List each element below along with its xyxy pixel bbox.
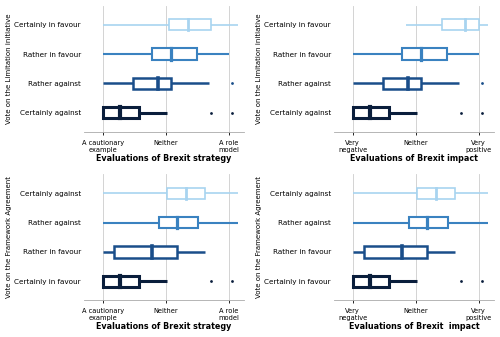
Bar	[383, 78, 420, 89]
Bar	[352, 276, 389, 287]
X-axis label: Evaluations of Brexit strategy: Evaluations of Brexit strategy	[96, 323, 232, 332]
Bar	[402, 49, 447, 60]
Bar	[352, 107, 389, 118]
Bar	[442, 19, 478, 30]
Bar	[167, 188, 204, 199]
X-axis label: Evaluations of Brexit strategy: Evaluations of Brexit strategy	[96, 154, 232, 163]
Bar	[152, 49, 197, 60]
Bar	[410, 217, 449, 228]
Bar	[114, 246, 177, 257]
Y-axis label: Vote on the Framework Agreement: Vote on the Framework Agreement	[256, 176, 262, 298]
X-axis label: Evaluations of Brexit impact: Evaluations of Brexit impact	[350, 154, 478, 163]
Bar	[102, 276, 139, 287]
Y-axis label: Vote on the Limitation initiative: Vote on the Limitation initiative	[256, 13, 262, 124]
Bar	[160, 217, 198, 228]
Bar	[417, 188, 455, 199]
Bar	[102, 107, 139, 118]
Bar	[133, 78, 170, 89]
Bar	[169, 19, 211, 30]
Y-axis label: Vote on the Framework Agreement: Vote on the Framework Agreement	[6, 176, 12, 298]
Bar	[364, 246, 427, 257]
Y-axis label: Vote on the Limitation initiative: Vote on the Limitation initiative	[6, 13, 12, 124]
X-axis label: Evaluations of Brexit  impact: Evaluations of Brexit impact	[349, 323, 480, 332]
